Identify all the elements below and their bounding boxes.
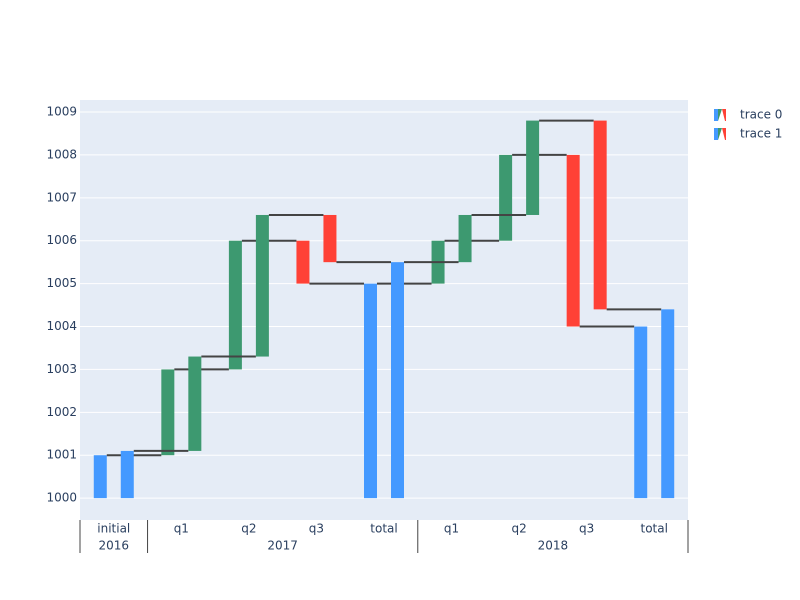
x-tick-label: q1	[174, 522, 189, 536]
legend-icon	[722, 109, 726, 121]
legend-icon	[714, 109, 718, 121]
bar	[566, 154, 580, 327]
x-tick-label: initial	[97, 522, 130, 536]
legend-icon	[718, 109, 722, 121]
x-tick-label: total	[370, 522, 397, 536]
bar	[323, 214, 337, 263]
bar	[661, 309, 675, 499]
y-tick-label: 1000	[46, 491, 77, 505]
x-group-label: 2018	[538, 539, 569, 553]
x-tick-label: q1	[444, 522, 459, 536]
y-tick-label: 1009	[46, 105, 77, 119]
x-tick-label: q2	[241, 522, 256, 536]
x-group-label: 2016	[99, 539, 130, 553]
y-tick-label: 1001	[46, 448, 77, 462]
bar	[499, 154, 513, 241]
legend-icon	[722, 128, 726, 140]
bar	[391, 262, 404, 499]
y-tick-label: 1002	[46, 405, 77, 419]
y-tick-label: 1008	[46, 147, 77, 161]
bar	[255, 214, 269, 357]
y-tick-label: 1003	[46, 362, 77, 376]
bar	[458, 214, 472, 263]
bar	[526, 120, 540, 215]
bar	[634, 326, 648, 499]
legend-icon	[718, 128, 722, 140]
bar	[364, 283, 377, 499]
x-tick-label: q3	[309, 522, 324, 536]
legend-label: trace 1	[740, 127, 782, 141]
bar	[120, 450, 134, 499]
x-tick-label: q2	[511, 522, 526, 536]
y-tick-label: 1007	[46, 190, 77, 204]
bar	[188, 356, 202, 451]
bar	[593, 120, 607, 310]
bar	[296, 240, 310, 284]
y-tick-label: 1006	[46, 233, 77, 247]
bar	[228, 240, 242, 370]
bar	[161, 369, 175, 456]
legend-label: trace 0	[740, 108, 782, 122]
y-tick-label: 1004	[46, 319, 77, 333]
x-tick-label: total	[640, 522, 667, 536]
y-tick-label: 1005	[46, 276, 77, 290]
x-group-label: 2017	[267, 539, 298, 553]
x-tick-label: q3	[579, 522, 594, 536]
legend-icon	[714, 128, 718, 140]
bar	[93, 455, 107, 499]
